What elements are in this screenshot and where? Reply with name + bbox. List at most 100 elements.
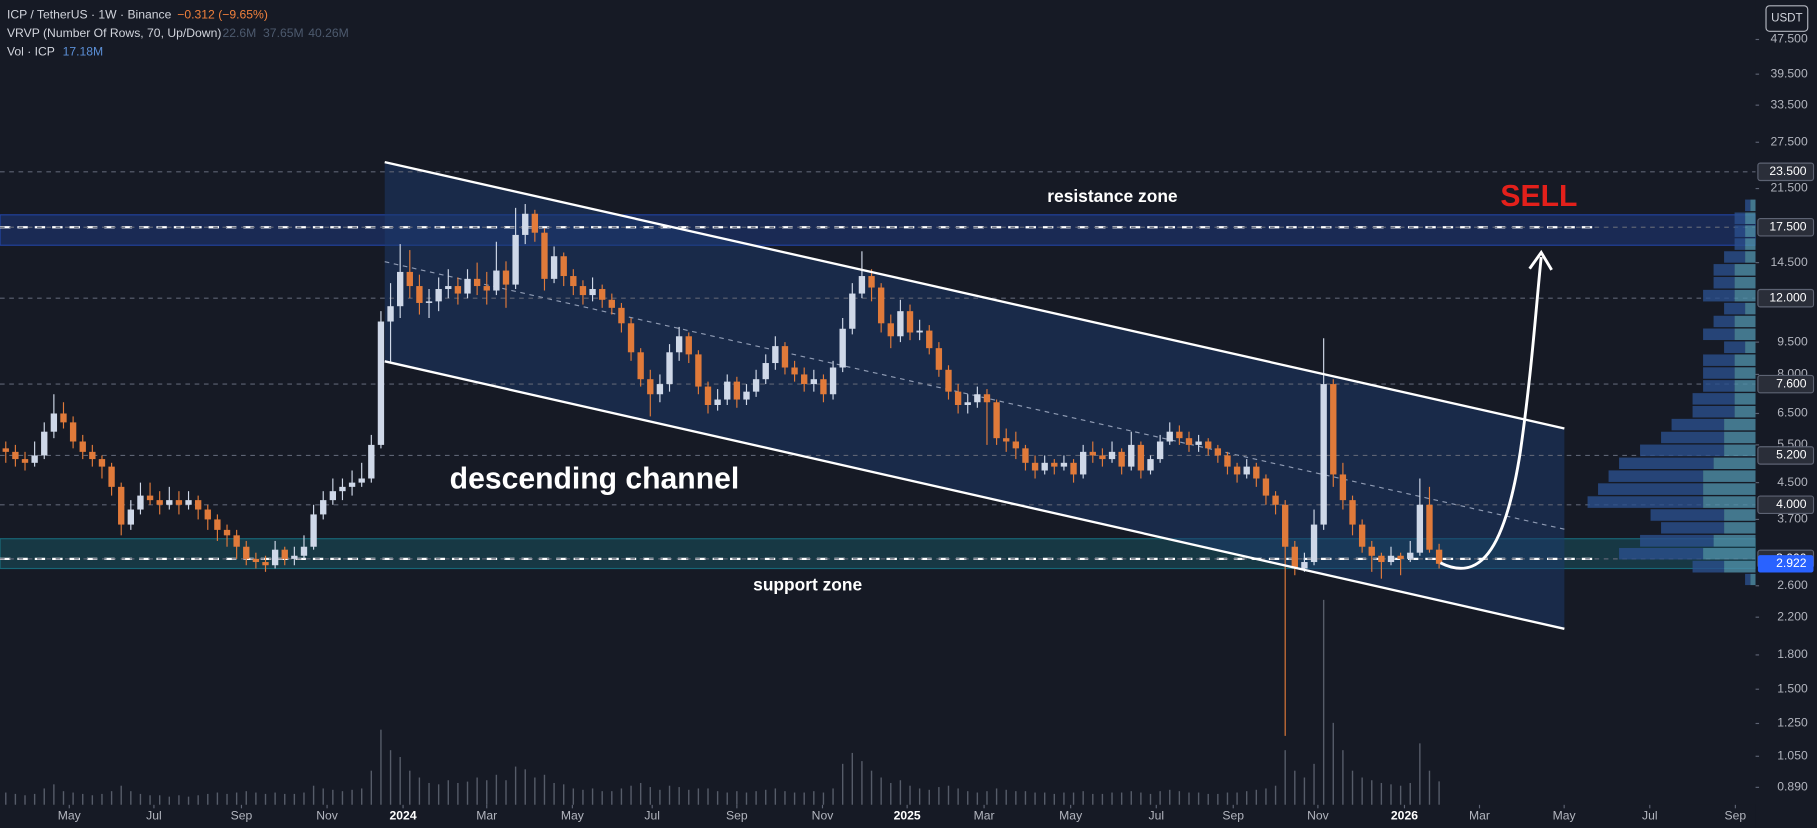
y-tick-label: 1.500 <box>1777 681 1808 695</box>
candle-body <box>329 491 337 501</box>
profile-down <box>1640 534 1714 547</box>
volume-bar <box>1351 770 1354 805</box>
x-tick-label: Mar <box>476 809 497 823</box>
candle-body <box>233 535 240 547</box>
candle-body <box>560 256 567 277</box>
volume-bar <box>947 785 950 805</box>
candle-body <box>243 546 250 559</box>
profile-down <box>1640 444 1725 457</box>
candle-body <box>271 549 279 566</box>
volume-bar <box>370 770 373 805</box>
profile-down <box>1724 251 1746 263</box>
volume-bar <box>1111 792 1113 805</box>
profile-up <box>1724 509 1756 521</box>
y-tick-label: 4.500 <box>1777 475 1808 489</box>
candle-body <box>98 459 106 467</box>
volume-bar <box>639 782 642 805</box>
candle-body <box>156 500 163 505</box>
candle-body <box>772 346 779 364</box>
candle-body <box>223 529 231 536</box>
candle-body <box>849 293 856 329</box>
candle-body <box>791 367 798 375</box>
x-tick-label: Nov <box>812 809 835 823</box>
y-tick-label: 2.600 <box>1777 578 1808 592</box>
x-tick-label: Sep <box>231 809 253 823</box>
volume-bar <box>130 791 132 805</box>
volume-bar <box>197 795 199 805</box>
candle-body <box>204 509 211 520</box>
level-label: 17.500 <box>1769 219 1806 233</box>
volume-bar <box>168 796 171 805</box>
volume-bar <box>765 789 767 805</box>
profile-down <box>1650 509 1725 521</box>
candle-body <box>810 379 817 385</box>
volume-bar <box>841 763 844 805</box>
candle-body <box>435 289 442 302</box>
candle-body <box>464 278 471 294</box>
candle-body <box>1205 441 1212 449</box>
profile-down <box>1703 289 1735 302</box>
volume-bar <box>72 792 74 805</box>
volume-bar <box>813 791 815 805</box>
candle-body <box>493 270 500 291</box>
vrvp-down: 37.65M <box>263 26 304 40</box>
y-tick-label: 1.800 <box>1777 647 1808 661</box>
volume-bar <box>158 795 161 805</box>
volume-bar <box>1380 782 1383 805</box>
profile-up <box>1734 354 1756 366</box>
candle-body <box>685 336 692 355</box>
level-badge <box>1757 495 1815 515</box>
candle-body <box>445 286 452 290</box>
candle-body <box>1128 444 1135 467</box>
profile-up <box>1734 393 1756 405</box>
candle-body <box>118 486 125 525</box>
volume-bar <box>1217 793 1219 805</box>
x-tick-label: 2024 <box>390 809 417 823</box>
candle-body <box>377 321 385 445</box>
x-tick-label: Sep <box>1222 809 1244 823</box>
candle-body <box>1185 438 1193 445</box>
candle-body <box>300 546 308 556</box>
x-tick-label: Jul <box>1149 809 1165 823</box>
volume-bar <box>91 795 94 805</box>
candle-body <box>1368 546 1375 556</box>
volume-bar <box>1322 599 1325 805</box>
price-axis-bg <box>1755 0 1817 828</box>
y-tick-label: 39.500 <box>1771 66 1808 80</box>
candle-body <box>1003 438 1010 442</box>
level-label: 23.500 <box>1769 164 1806 178</box>
volume-bar <box>380 729 382 805</box>
profile-up <box>1750 573 1756 586</box>
last-price-label: 2.922 <box>1776 556 1807 570</box>
profile-up <box>1734 277 1756 289</box>
candle-body <box>801 374 808 385</box>
volume-bar <box>1342 750 1344 805</box>
candle-body <box>820 379 827 395</box>
candle-body <box>1224 455 1231 467</box>
candle-body <box>714 399 721 405</box>
profile-down <box>1661 522 1725 534</box>
candle-body <box>339 486 346 492</box>
candle-body <box>21 459 29 463</box>
y-tick-label: 33.500 <box>1771 97 1808 111</box>
candle-body <box>550 256 558 279</box>
volume-bar <box>688 789 690 805</box>
volume-bar <box>1063 792 1065 805</box>
candle-body <box>108 466 115 487</box>
y-tick-label: 9.500 <box>1777 334 1808 348</box>
candle-body <box>627 323 635 353</box>
profile-up <box>1724 522 1756 534</box>
level-badge <box>1757 288 1815 308</box>
candle-body <box>252 558 260 563</box>
volume-bar <box>1409 782 1411 805</box>
candle-body <box>733 381 741 400</box>
candle-body <box>1407 552 1414 559</box>
volume-bar <box>207 793 209 805</box>
volume-bar <box>332 789 334 805</box>
level-label: 7.600 <box>1776 376 1807 390</box>
profile-down <box>1608 470 1704 482</box>
volume-bar <box>697 788 700 805</box>
profile-down <box>1734 225 1746 237</box>
volume-bar <box>1120 792 1123 805</box>
volume-bar <box>716 791 719 805</box>
